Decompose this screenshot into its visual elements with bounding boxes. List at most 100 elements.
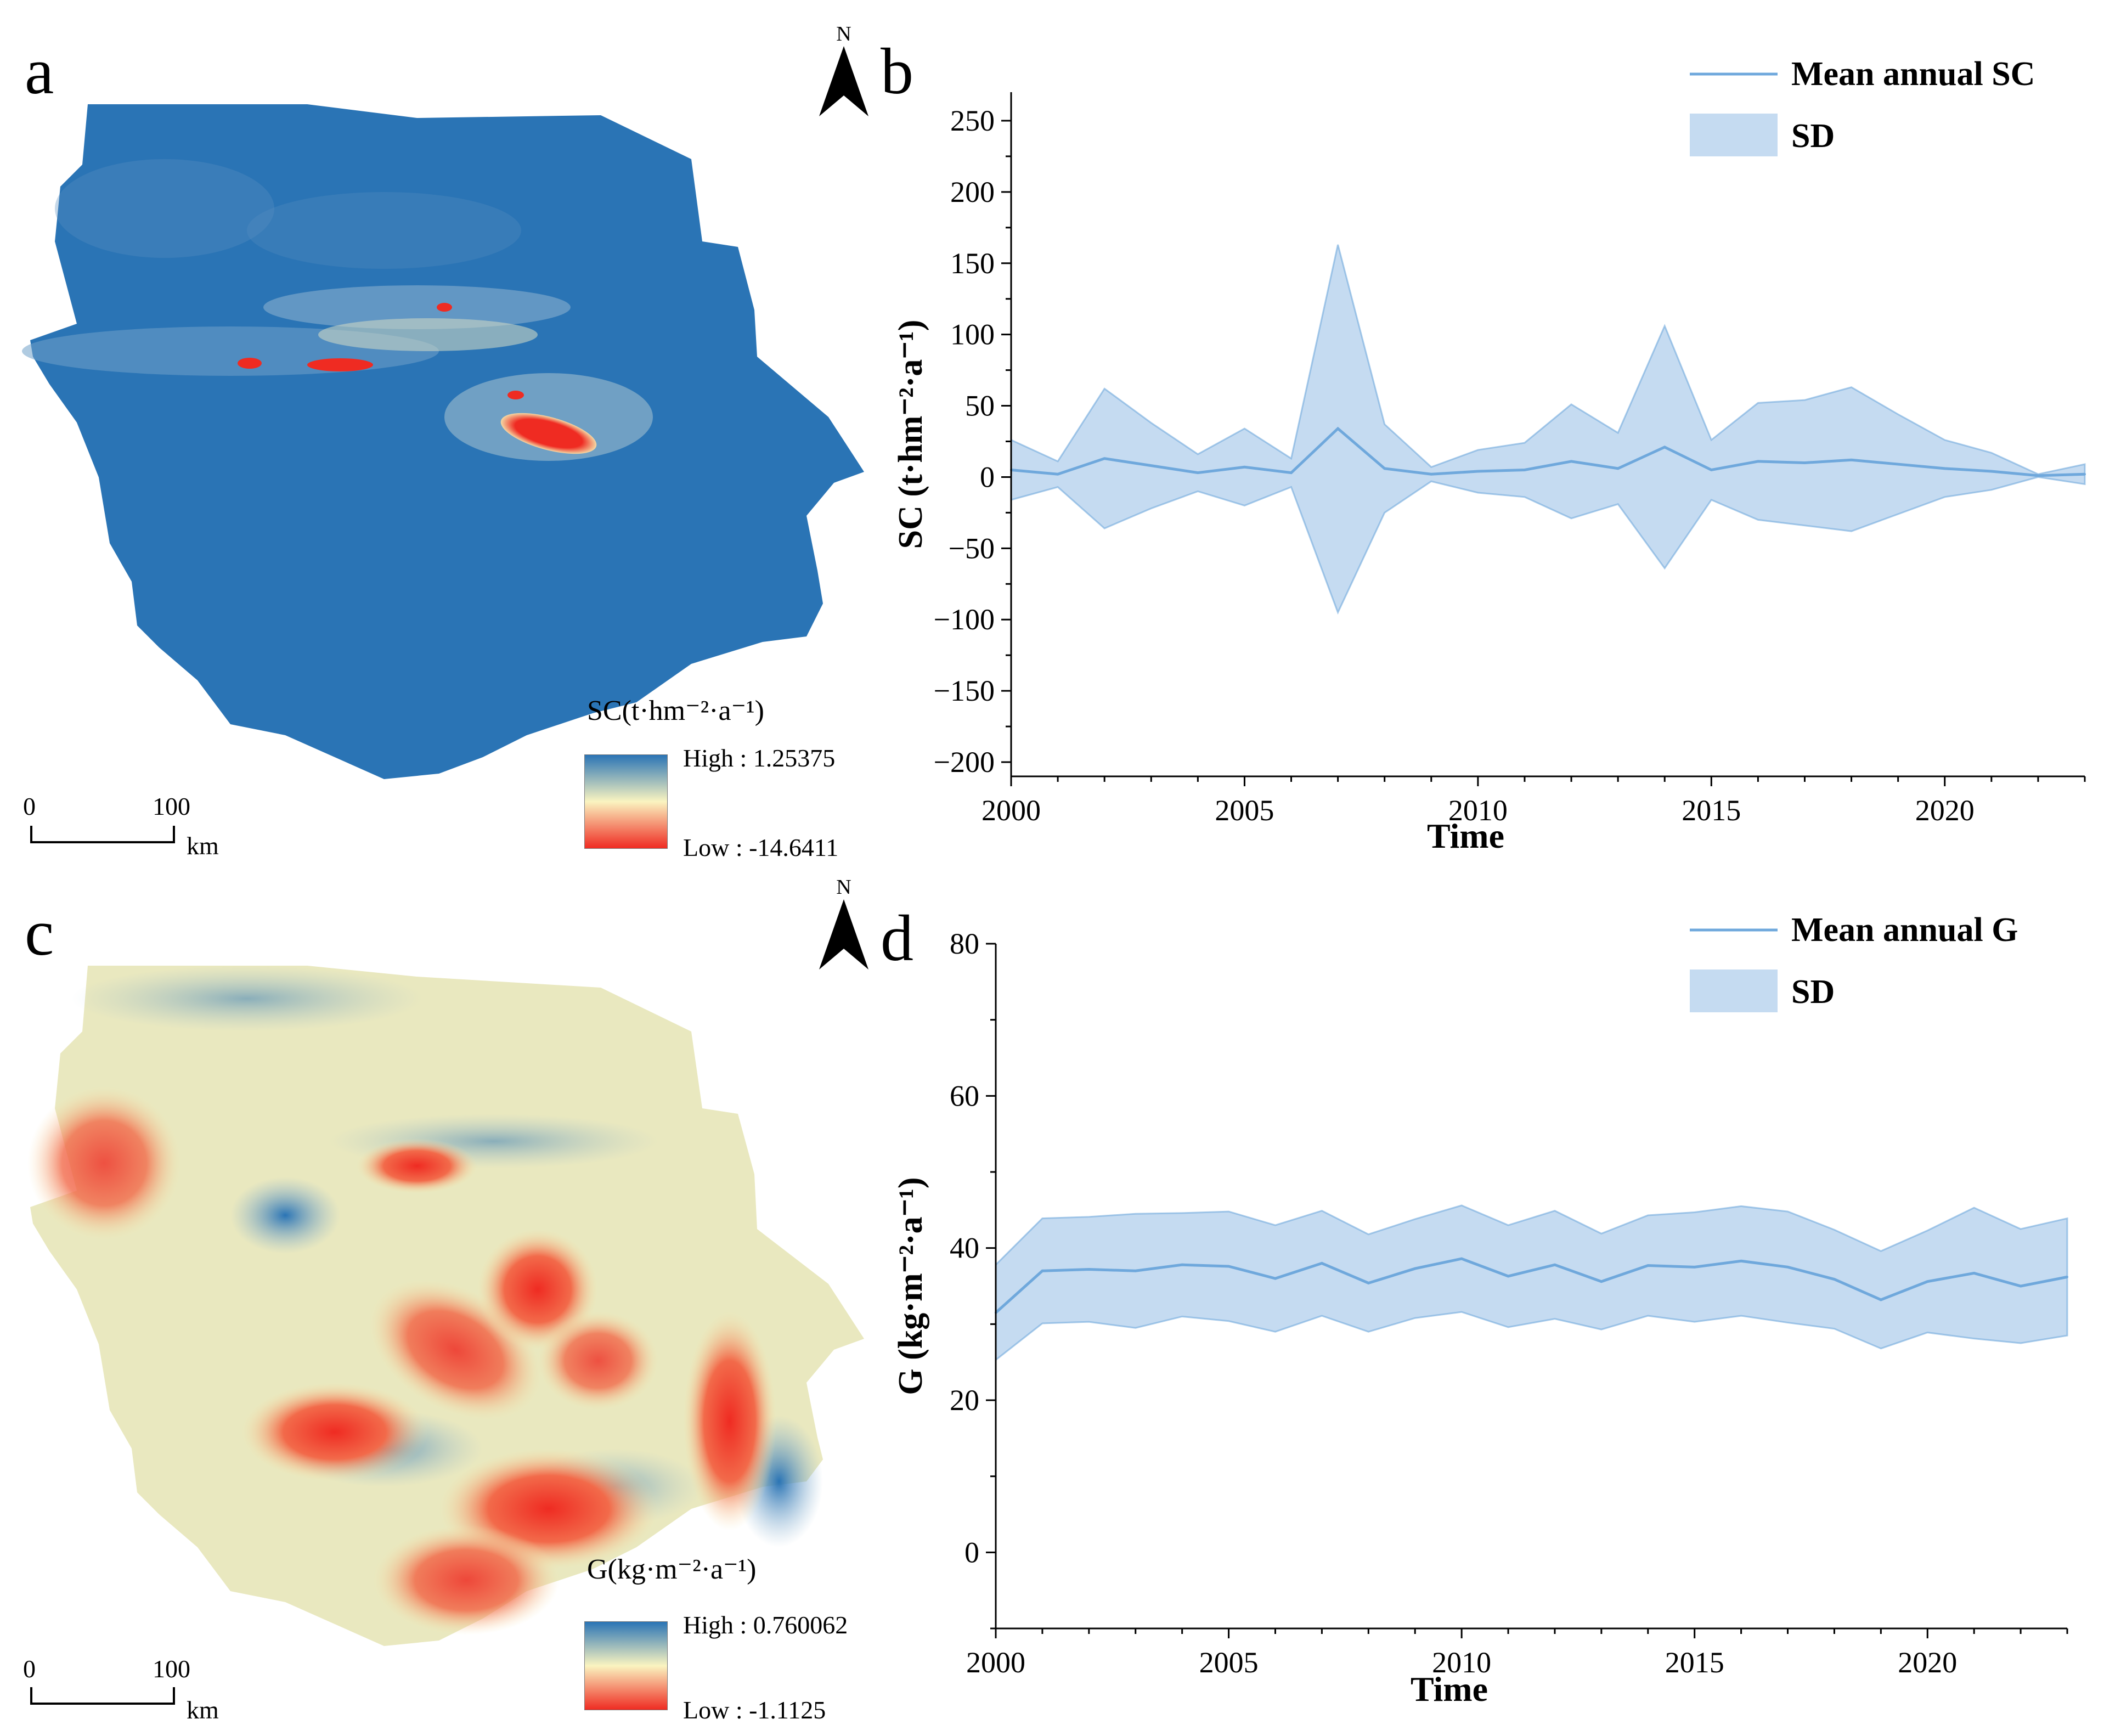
legend-low-a: Low : -14.6411: [683, 833, 839, 861]
mean-point-d: [1460, 1258, 1463, 1260]
y-tick-label-b: 250: [950, 104, 995, 137]
x-tick-label-d: 2015: [1665, 1646, 1724, 1679]
hotspot-c-7: [683, 1311, 776, 1531]
map-c: [27, 966, 864, 1646]
mean-point-b: [1336, 427, 1339, 430]
mean-point-d: [1321, 1262, 1323, 1265]
y-tick-label-d: 60: [950, 1079, 979, 1112]
mean-point-b: [1383, 467, 1386, 470]
north-label-a: N: [836, 22, 851, 46]
mean-line-d: [995, 1257, 2068, 1314]
chart-b: 2000 2005 2010 2015 2020 −200 −150 −100 −50 0 50 10…: [892, 55, 2086, 855]
mean-point-b: [1430, 473, 1432, 476]
map-a: [22, 104, 864, 779]
legend-label-sd-d: SD: [1791, 973, 1835, 1011]
y-tick-label-d: 20: [950, 1384, 979, 1417]
mean-point-b: [1943, 467, 1946, 470]
legend-band-swatch-b: [1690, 114, 1778, 156]
x-axis-title-b: Time: [1427, 816, 1504, 855]
legend-label-sd-b: SD: [1791, 117, 1835, 155]
north-arrow-icon: [819, 46, 868, 116]
mean-point-b: [1803, 461, 1806, 464]
y-tick-label-b: −150: [934, 674, 995, 707]
y-tick-label-b: −50: [949, 532, 995, 565]
mean-point-b: [1150, 464, 1153, 467]
mean-point-d: [1880, 1298, 1882, 1301]
north-arrow-icon: [819, 899, 868, 970]
mean-point-d: [1041, 1270, 1043, 1272]
y-tick-label-b: 100: [950, 318, 995, 351]
x-tick-label-b: 2020: [1915, 794, 1975, 827]
mean-point-d: [1553, 1264, 1556, 1266]
hotspot-a-2: [307, 358, 373, 371]
mean-point-d: [1833, 1278, 1836, 1281]
legend-low-c: Low : -1.1125: [683, 1696, 826, 1724]
mean-point-b: [1103, 457, 1106, 460]
mean-point-b: [1757, 460, 1759, 463]
north-arrow-c: N: [816, 875, 871, 973]
panel-letter-c: c: [25, 896, 54, 969]
mean-point-d: [1414, 1267, 1417, 1270]
y-tick-label-d: 0: [964, 1536, 979, 1569]
hotspot-c-6: [538, 1311, 658, 1410]
scale-bar-a: [30, 826, 175, 843]
y-axis-title-b: SC (t·hm⁻²·a⁻¹): [892, 320, 929, 549]
scale-bar-c: [30, 1687, 175, 1705]
y-tick-label-b: 150: [950, 247, 995, 280]
y-tick-label-b: 200: [950, 176, 995, 208]
legend-gradient-a: [584, 754, 668, 849]
mean-point-d: [2020, 1285, 2022, 1287]
mean-point-b: [1710, 469, 1713, 471]
mean-point-b: [1663, 446, 1666, 448]
mean-point-b: [1570, 460, 1573, 463]
mean-point-d: [1507, 1275, 1510, 1277]
mean-point-b: [2037, 474, 2039, 477]
y-tick-label-d: 80: [950, 927, 979, 960]
mean-point-d: [1181, 1264, 1183, 1266]
mean-point-b: [1990, 470, 1993, 473]
x-tick-label-d: 2005: [1199, 1646, 1259, 1679]
mean-point-b: [1243, 466, 1246, 469]
y-axis-title-d: G (kg·m⁻²·a⁻¹): [892, 1177, 929, 1395]
scale-end-a: 100: [153, 792, 190, 820]
y-tick-label-b: 0: [980, 460, 995, 493]
legend-high-a: High : 1.25375: [683, 744, 836, 772]
mean-point-d: [1600, 1280, 1603, 1283]
panel-letter-b: b: [881, 35, 913, 108]
hotspot-a-5: [507, 391, 524, 399]
mean-point-d: [1926, 1280, 1929, 1283]
x-tick-label-b: 2010: [1448, 794, 1508, 827]
mean-point-d: [1693, 1266, 1696, 1269]
y-tick-label-d: 40: [950, 1232, 979, 1265]
mean-point-d: [1227, 1265, 1230, 1267]
y-tick-label-b: −100: [934, 603, 995, 636]
mean-point-b: [1197, 471, 1199, 474]
x-tick-label-b: 2000: [982, 794, 1041, 827]
scale-unit-a: km: [187, 832, 219, 860]
mean-point-d: [1786, 1266, 1789, 1269]
scale-start-a: 0: [23, 792, 36, 820]
mean-point-b: [2084, 473, 2086, 476]
x-tick-label-b: 2005: [1215, 794, 1274, 827]
x-axis-title-d: Time: [1411, 1670, 1488, 1709]
x-tick-label-d: 2000: [966, 1646, 1025, 1679]
scale-end-c: 100: [153, 1655, 190, 1683]
north-arrow-a: N: [816, 22, 871, 120]
x-tick-label-d: 2010: [1432, 1646, 1491, 1679]
mean-point-d: [1367, 1282, 1370, 1284]
hotspot-c-1: [27, 1086, 181, 1240]
mean-point-d: [1274, 1277, 1277, 1280]
mean-point-d: [1087, 1268, 1090, 1271]
mean-point-d: [1740, 1260, 1742, 1262]
north-label-c: N: [836, 876, 851, 899]
mean-point-d: [1973, 1272, 1976, 1275]
hotspot-c-4: [241, 1383, 428, 1481]
mean-point-b: [1617, 467, 1620, 470]
legend-gradient-c: [584, 1621, 668, 1710]
x-tick-label-d: 2020: [1898, 1646, 1957, 1679]
mean-point-b: [1523, 469, 1526, 471]
legend-title-a: SC(t·hm⁻²·a⁻¹): [587, 695, 764, 726]
legend-label-mean-d: Mean annual G: [1791, 911, 2018, 949]
y-tick-label-b: −200: [934, 746, 995, 779]
